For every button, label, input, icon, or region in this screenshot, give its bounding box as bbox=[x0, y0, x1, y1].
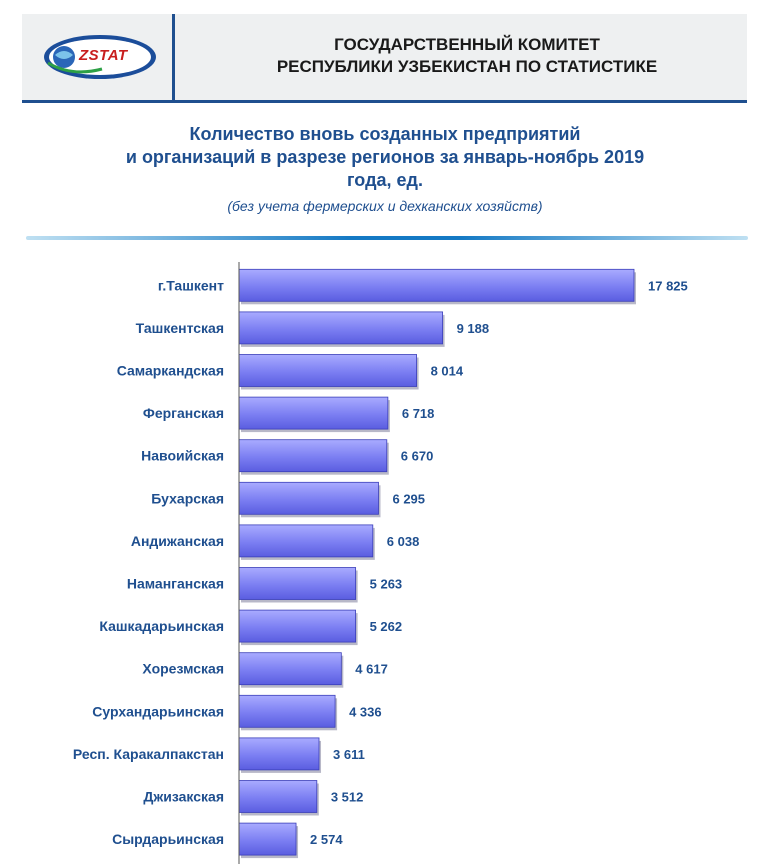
title-divider bbox=[26, 236, 748, 240]
category-label: Бухарская bbox=[151, 490, 224, 506]
bar bbox=[238, 780, 318, 813]
bar bbox=[238, 268, 635, 302]
value-label: 6 038 bbox=[387, 534, 420, 549]
logo-area: ZSTAT bbox=[22, 14, 172, 100]
value-label: 3 512 bbox=[331, 790, 364, 805]
value-label: 6 718 bbox=[402, 406, 435, 421]
category-label: Кашкадарьинская bbox=[99, 618, 224, 634]
value-label: 2 574 bbox=[310, 832, 343, 847]
chart-title: Количество вновь созданных предприятий и… bbox=[20, 123, 750, 192]
category-label: Джизакская bbox=[143, 789, 224, 805]
value-label: 6 295 bbox=[392, 491, 425, 506]
zstat-logo bbox=[44, 35, 156, 79]
header-banner: ZSTAT ГОСУДАРСТВЕННЫЙ КОМИТЕТ РЕСПУБЛИКИ… bbox=[22, 14, 747, 103]
category-label: Наманганская bbox=[127, 576, 224, 592]
bar bbox=[238, 652, 342, 686]
category-label: г.Ташкент bbox=[158, 277, 224, 293]
bar bbox=[238, 524, 374, 558]
chart-title-line-3: года, ед. bbox=[347, 170, 423, 190]
value-label: 4 617 bbox=[355, 662, 388, 677]
value-label: 6 670 bbox=[401, 449, 434, 464]
value-label: 9 188 bbox=[457, 321, 490, 336]
bar bbox=[238, 609, 357, 643]
value-label: 5 262 bbox=[370, 619, 403, 634]
category-label: Самаркандская bbox=[117, 363, 224, 379]
category-label: Респ. Каракалпакстан bbox=[73, 746, 224, 762]
bar bbox=[238, 737, 320, 771]
value-label: 17 825 bbox=[648, 278, 688, 293]
chart-subtitle: (без учета фермерских и дехканских хозяй… bbox=[227, 198, 543, 214]
chart-title-line-2: и организаций в разрезе регионов за янва… bbox=[125, 147, 645, 167]
bar bbox=[238, 396, 389, 430]
value-label: 5 263 bbox=[370, 577, 403, 592]
category-label: Ташкентская bbox=[136, 320, 224, 336]
category-label: Навоийская bbox=[141, 448, 224, 464]
org-line-2: РЕСПУБЛИКИ УЗБЕКИСТАН ПО СТАТИСТИКЕ bbox=[276, 57, 658, 76]
category-label: Хорезмская bbox=[142, 661, 224, 677]
bar bbox=[238, 311, 444, 345]
bar bbox=[238, 567, 357, 600]
category-label: Ферганская bbox=[143, 405, 224, 421]
logo-text: ZSTAT bbox=[79, 47, 128, 64]
chart-title-line-1: Количество вновь созданных предприятий bbox=[189, 124, 581, 144]
value-label: 3 611 bbox=[333, 747, 365, 762]
header-separator bbox=[172, 14, 175, 100]
category-label: Андижанская bbox=[131, 533, 224, 549]
value-label: 8 014 bbox=[431, 364, 464, 379]
category-label: Сурхандарьинская bbox=[92, 703, 224, 719]
bar bbox=[238, 822, 297, 856]
organization-name: ГОСУДАРСТВЕННЫЙ КОМИТЕТ РЕСПУБЛИКИ УЗБЕК… bbox=[187, 34, 747, 78]
value-label: 4 336 bbox=[349, 704, 382, 719]
bar-chart: г.Ташкент 17 825 Ташкентская 9 188 Самарканд… bbox=[73, 262, 688, 864]
bar bbox=[238, 694, 336, 728]
bar bbox=[238, 439, 388, 473]
bar bbox=[238, 354, 417, 387]
bar bbox=[238, 481, 379, 515]
category-label: Сырдарьинская bbox=[112, 831, 224, 847]
org-line-1: ГОСУДАРСТВЕННЫЙ КОМИТЕТ bbox=[334, 35, 600, 54]
